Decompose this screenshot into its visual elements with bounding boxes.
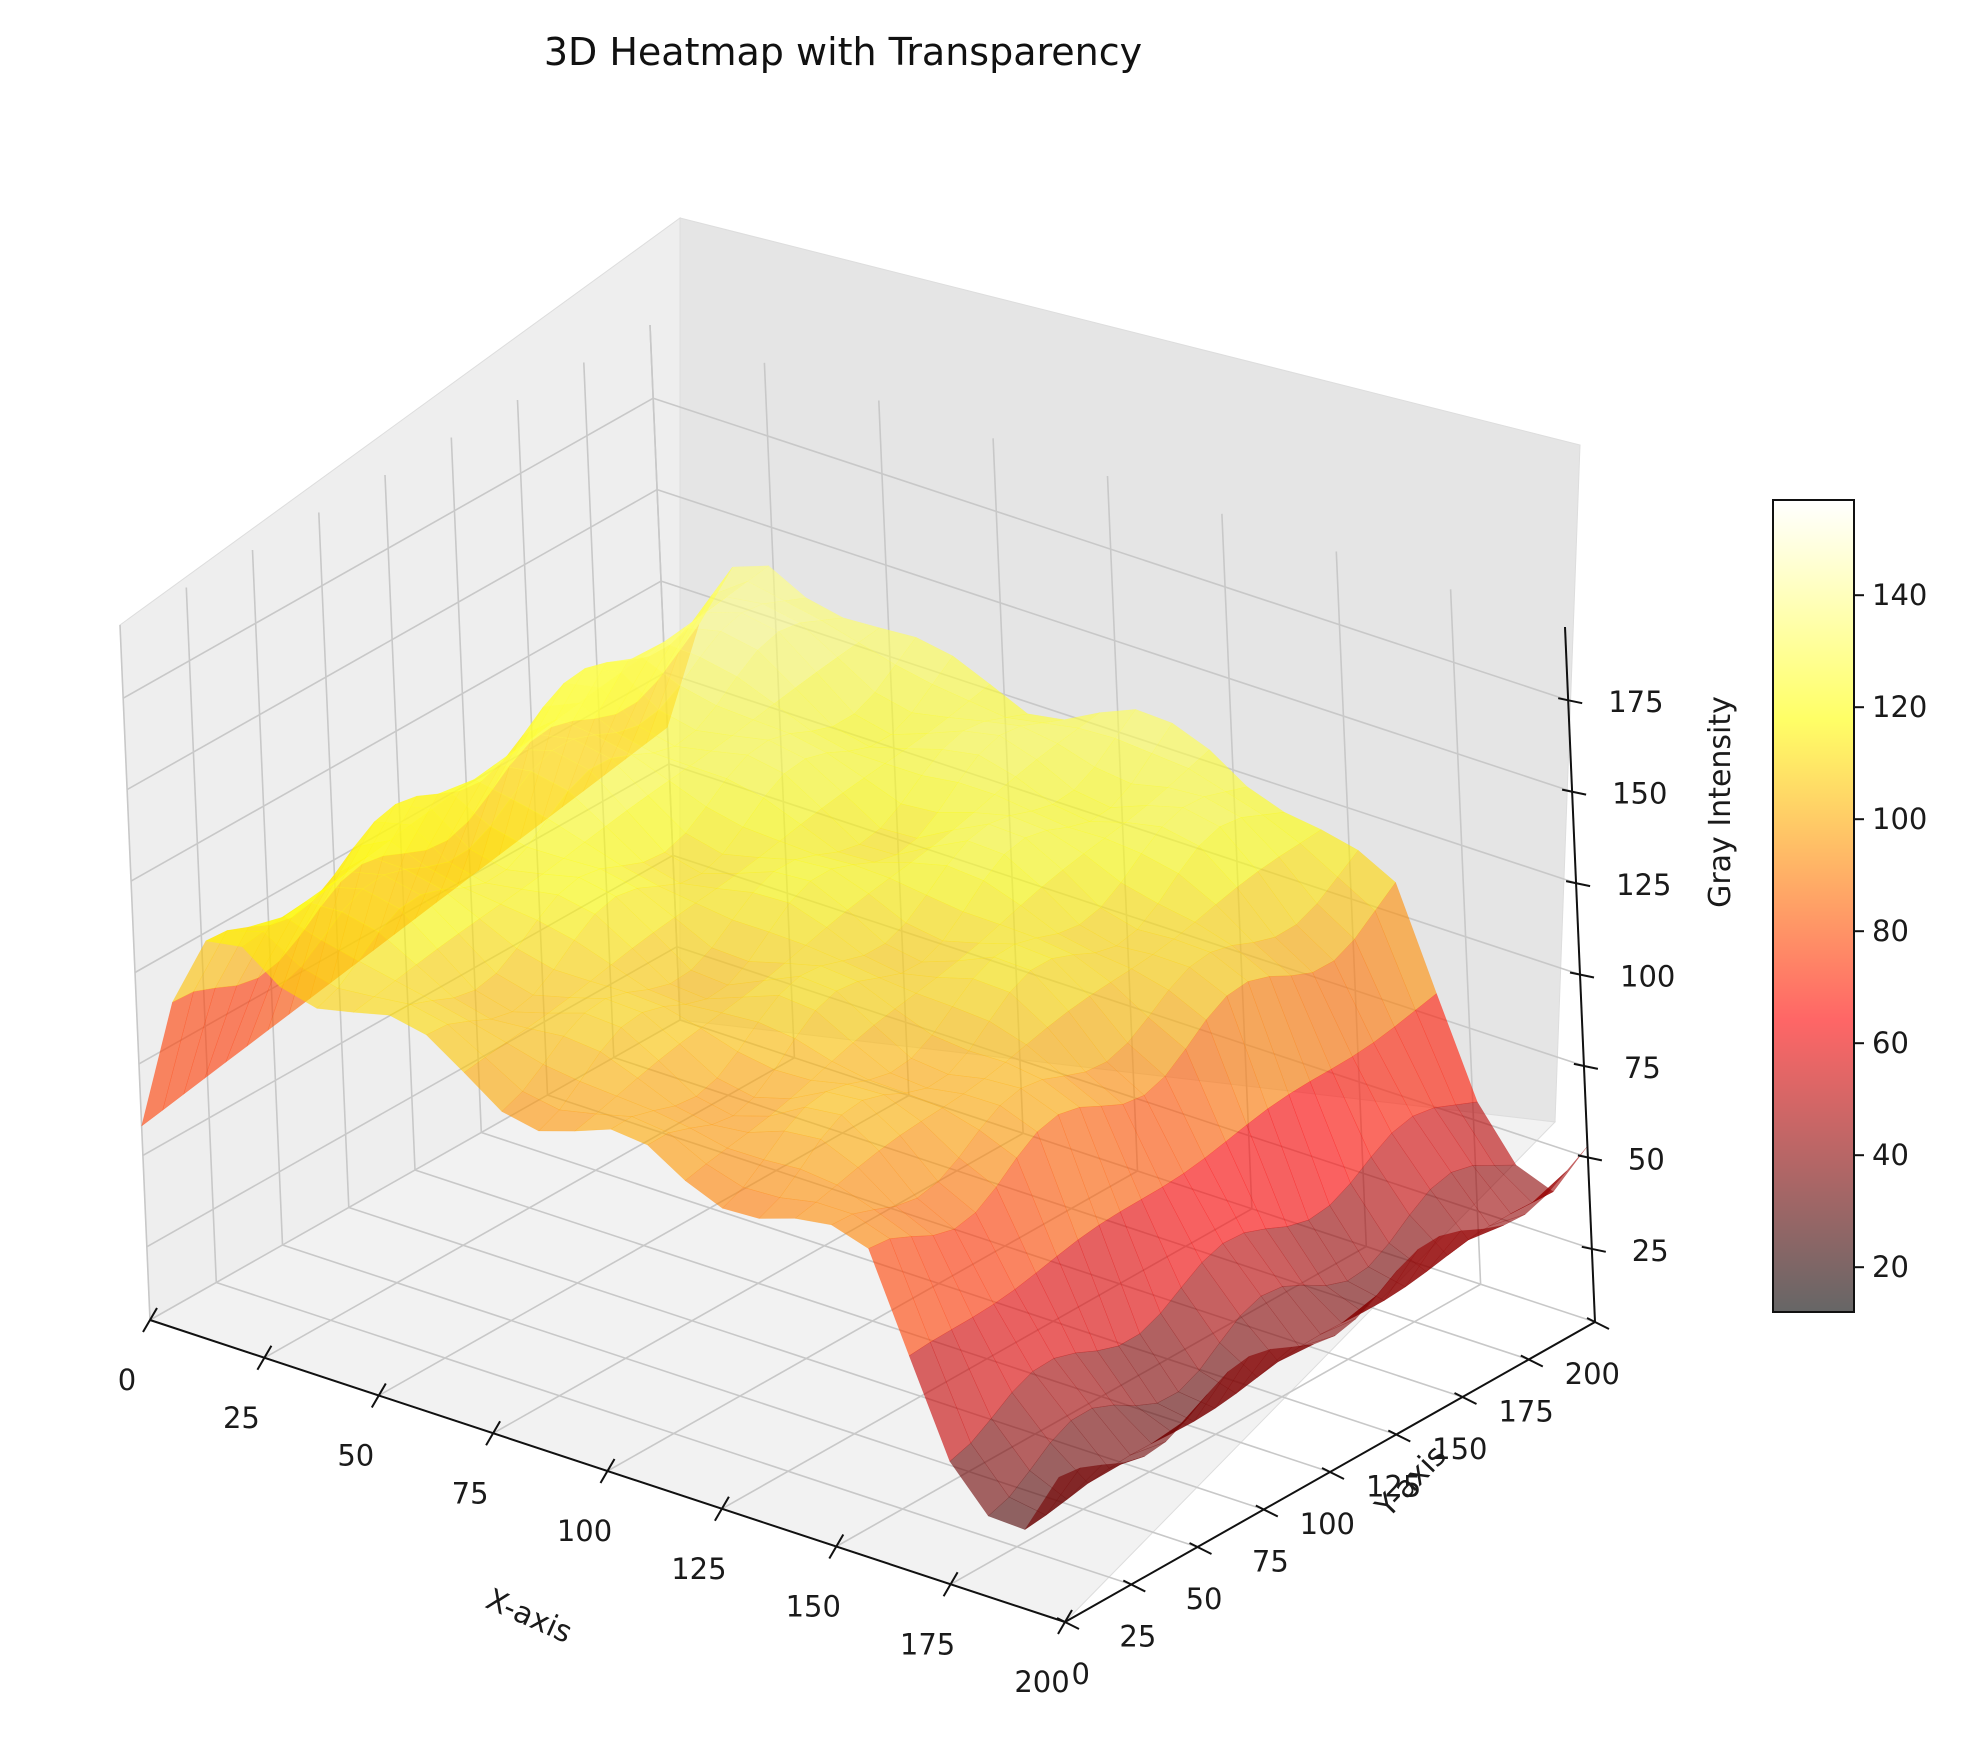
colorbar-tick-label: 20 — [1872, 1250, 1909, 1284]
z-tick-label: 150 — [1612, 777, 1667, 811]
y-tick-label: 125 — [1366, 1470, 1421, 1504]
surface-patch — [1236, 1346, 1293, 1394]
x-axis-label: X-axis — [481, 1582, 577, 1651]
y-tick-mark — [1321, 1467, 1345, 1480]
colorbar: 20 40 60 80 100 120 140 Gray Intensity — [1703, 499, 1927, 1313]
grid-line-z-left — [122, 397, 654, 699]
colorbar-border — [1772, 499, 1855, 1313]
chart-title: 3D Heatmap with Transparency — [544, 30, 1142, 74]
grid-line-z-back — [652, 397, 1569, 701]
z-tick-label: 50 — [1628, 1142, 1665, 1176]
colorbar-gradient — [1773, 500, 1854, 1312]
z-tick-label: 175 — [1608, 685, 1663, 719]
grid-line-z-back — [656, 488, 1573, 793]
x-tick-mark — [370, 1382, 387, 1409]
y-tick-mark — [1520, 1354, 1544, 1368]
x-tick-label: 175 — [900, 1627, 955, 1661]
x-tick-mark — [599, 1458, 616, 1484]
x-tick-label: 0 — [118, 1363, 136, 1397]
y-tick-mark — [1056, 1617, 1080, 1630]
z-tick-mark — [1561, 788, 1587, 796]
colorbar-tick-label: 100 — [1872, 802, 1927, 836]
surface-patch — [1024, 1467, 1081, 1530]
y-tick-label: 0 — [1072, 1657, 1090, 1691]
surface-patch — [1320, 1295, 1377, 1335]
z-tick-mark — [1581, 1245, 1607, 1253]
grid-line-y-floor — [216, 1281, 1132, 1586]
grid-line-z-left — [126, 488, 658, 791]
surface-patch — [1130, 1419, 1187, 1456]
x-tick-mark — [714, 1496, 730, 1522]
z-tick-mark — [1557, 697, 1583, 705]
y-tick-label: 25 — [1119, 1620, 1156, 1654]
x-tick-label: 200 — [1014, 1665, 1069, 1699]
x-tick-label: 125 — [671, 1552, 726, 1586]
colorbar-tick-label: 140 — [1872, 578, 1927, 612]
colorbar-tick-label: 40 — [1872, 1138, 1909, 1172]
colorbar-tick-label: 80 — [1872, 914, 1909, 948]
z-tick-mark — [1573, 1062, 1599, 1070]
z-tick-mark — [1577, 1154, 1603, 1162]
y-tick-label: 200 — [1565, 1357, 1620, 1391]
x-tick-label: 100 — [557, 1514, 612, 1548]
y-tick-label: 150 — [1432, 1432, 1487, 1466]
colorbar-label: Gray Intensity — [1703, 696, 1738, 908]
y-tick-mark — [1255, 1504, 1279, 1518]
colorbar-ticks: 20 40 60 80 100 120 140 — [1854, 578, 1927, 1284]
x-tick-mark — [942, 1571, 959, 1597]
x-tick-mark — [485, 1420, 501, 1446]
z-tick-mark — [1569, 971, 1595, 979]
y-tick-mark — [1189, 1542, 1212, 1555]
x-tick-mark — [828, 1533, 845, 1560]
y-tick-mark — [1454, 1392, 1477, 1405]
colorbar-tick-label: 120 — [1872, 690, 1927, 724]
x-tick-mark — [256, 1345, 273, 1371]
grid-line-z-left — [130, 580, 662, 882]
x-tick-label: 150 — [786, 1590, 841, 1624]
x-tick-mark — [142, 1307, 158, 1333]
surface-plot — [141, 565, 1588, 1530]
x-tick-label: 25 — [223, 1401, 260, 1435]
z-tick-mark — [1565, 880, 1591, 888]
y-tick-label: 50 — [1186, 1582, 1223, 1616]
z-tick-label: 125 — [1616, 868, 1671, 902]
y-tick-label: 100 — [1300, 1507, 1355, 1541]
y-tick-mark — [1122, 1579, 1146, 1593]
y-tick-mark — [1586, 1317, 1610, 1330]
x-tick-label: 75 — [452, 1476, 489, 1510]
x-tick-label: 50 — [337, 1439, 374, 1473]
z-tick-label: 100 — [1620, 960, 1675, 994]
y-tick-mark — [1387, 1429, 1411, 1443]
y-tick-label: 75 — [1252, 1545, 1289, 1579]
colorbar-tick-label: 60 — [1872, 1026, 1909, 1060]
surface-patch — [1447, 1224, 1504, 1256]
z-tick-label: 25 — [1632, 1234, 1669, 1268]
y-tick-label: 175 — [1498, 1395, 1553, 1429]
z-tick-label: 75 — [1624, 1051, 1661, 1085]
